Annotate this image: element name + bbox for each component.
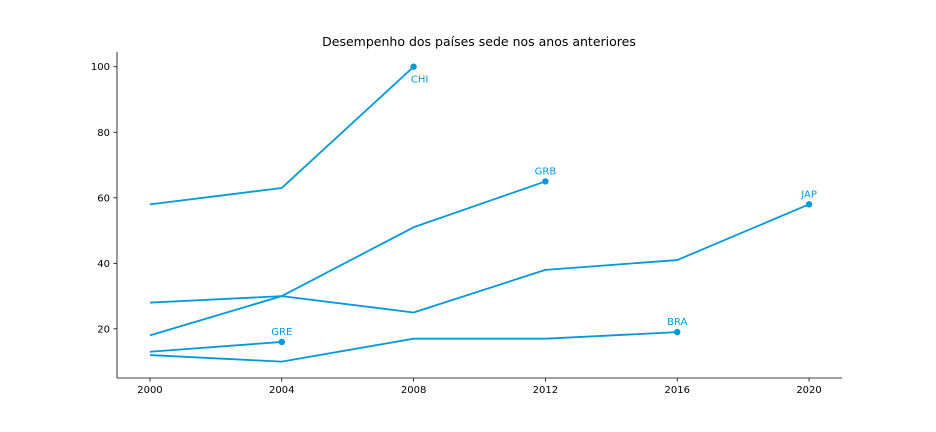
x-tick-label: 2008 [401, 385, 426, 396]
series-label-gre: GRE [271, 327, 292, 338]
x-tick-label: 2004 [269, 385, 294, 396]
chart-title: Desempenho dos países sede nos anos ante… [322, 34, 636, 49]
series-line-bra [149, 331, 678, 363]
y-tick-label: 20 [97, 324, 110, 335]
y-tick-label: 80 [97, 128, 110, 139]
series-label-bra: BRA [667, 317, 687, 328]
x-axis-ticks: 2000 2004 2008 2012 2016 2020 [137, 378, 822, 396]
series-label-chi: CHI [411, 75, 428, 86]
series-end-point-jap [805, 201, 813, 208]
x-tick-label: 2012 [533, 385, 558, 396]
series-line-chi [149, 66, 415, 206]
series-label-jap: JAP [800, 189, 817, 200]
x-tick-label: 2020 [796, 385, 821, 396]
series-line-gre [149, 341, 282, 353]
y-tick-label: 100 [91, 62, 110, 73]
x-tick-label: 2016 [665, 385, 690, 396]
series-line-jap [149, 203, 810, 314]
plot-area: CHI GRB JAP GRE BRA [149, 63, 817, 363]
series-end-point-gre [278, 338, 285, 346]
x-tick-label: 2000 [137, 385, 162, 396]
series-end-point-chi [410, 63, 417, 70]
series-end-point-grb [542, 178, 549, 185]
series-label-grb: GRB [535, 166, 557, 177]
series-end-point-bra [674, 328, 681, 336]
y-axis-ticks: 20 40 60 80 100 [91, 62, 117, 335]
y-tick-label: 40 [97, 259, 110, 270]
y-tick-label: 60 [97, 193, 110, 204]
series-line-grb [149, 180, 546, 337]
